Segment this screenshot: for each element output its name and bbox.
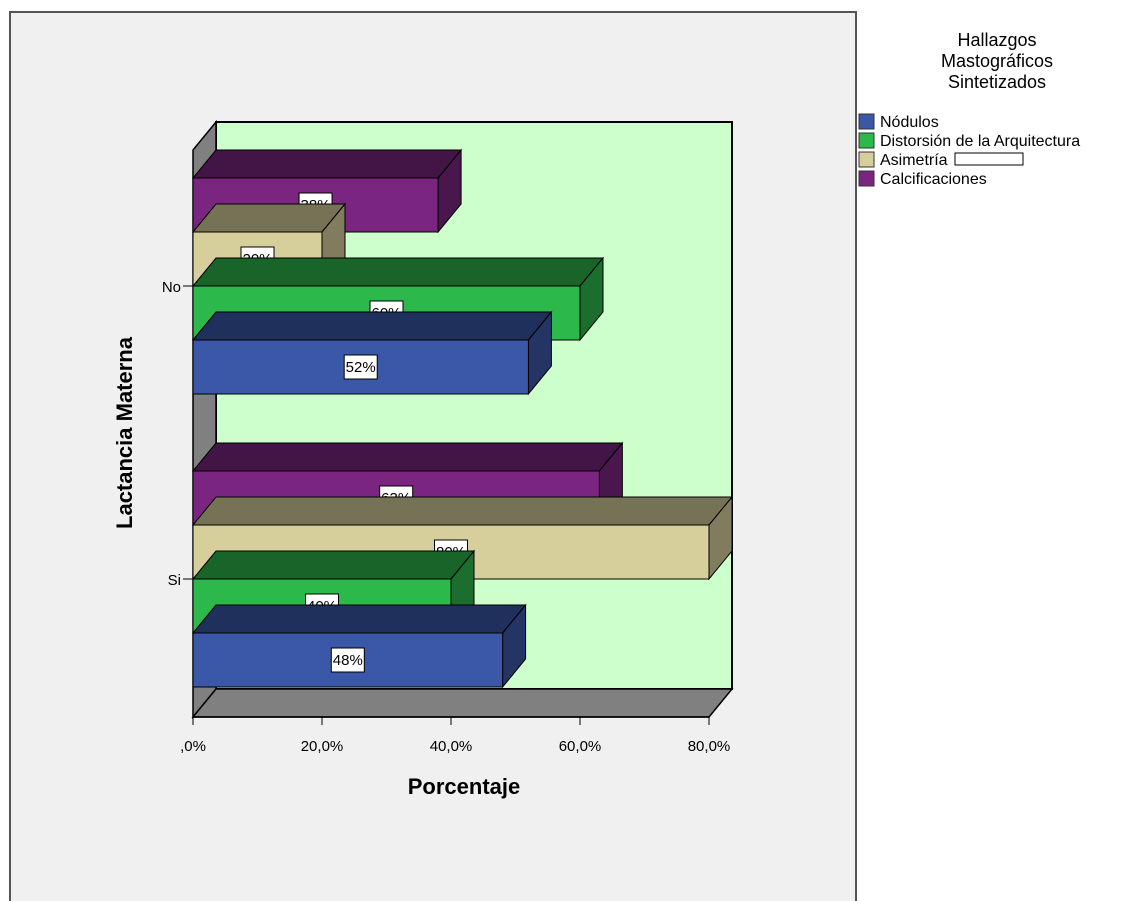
x-tick-label: 20,0% <box>301 738 344 755</box>
floor <box>191 688 734 718</box>
bar-top-face <box>191 604 527 634</box>
y-tick-label: Si <box>168 572 181 589</box>
bar-top-face <box>191 149 463 179</box>
bar-group: 38%20%60%52%63%80%40%48% <box>191 148 734 689</box>
legend-label: Asimetría <box>880 152 948 169</box>
data-label: 52% <box>346 359 376 376</box>
legend-swatch <box>858 113 875 130</box>
legend-label: Distorsión de la Arquitectura <box>880 133 1080 150</box>
legend-swatch <box>858 132 875 149</box>
legend-swatch <box>858 151 875 168</box>
y-axis-title: Lactancia Materna <box>112 336 137 529</box>
bar-top-face <box>191 496 734 526</box>
data-label-box <box>343 354 378 380</box>
x-tick-label: ,0% <box>180 738 206 755</box>
legend-label: Calcificaciones <box>880 171 987 188</box>
legend-blank-box <box>954 152 1024 166</box>
x-tick-label: 80,0% <box>688 738 731 755</box>
legend-title-line: Hallazgos <box>957 30 1036 50</box>
bar-top-face <box>191 257 605 287</box>
legend-label: Nódulos <box>880 114 939 131</box>
x-axis-title: Porcentaje <box>408 774 521 799</box>
axis-group: ,0% 20,0% 40,0% 60,0% 80,0% No Si <box>162 279 730 755</box>
bar-top-face <box>191 203 347 233</box>
bar: 48% <box>191 603 527 689</box>
y-tick-label: No <box>162 279 181 296</box>
bar-top-face <box>191 311 553 341</box>
bar: 52% <box>191 310 553 396</box>
legend-title-line: Sintetizados <box>948 72 1046 92</box>
bar-top-face <box>191 442 624 472</box>
x-tick-label: 60,0% <box>559 738 602 755</box>
legend-swatch <box>858 170 875 187</box>
legend-title-line: Mastográficos <box>941 51 1053 71</box>
data-label: 48% <box>333 652 363 669</box>
bar-top-face <box>191 550 476 580</box>
x-tick-label: 40,0% <box>430 738 473 755</box>
data-label-box <box>330 647 365 673</box>
